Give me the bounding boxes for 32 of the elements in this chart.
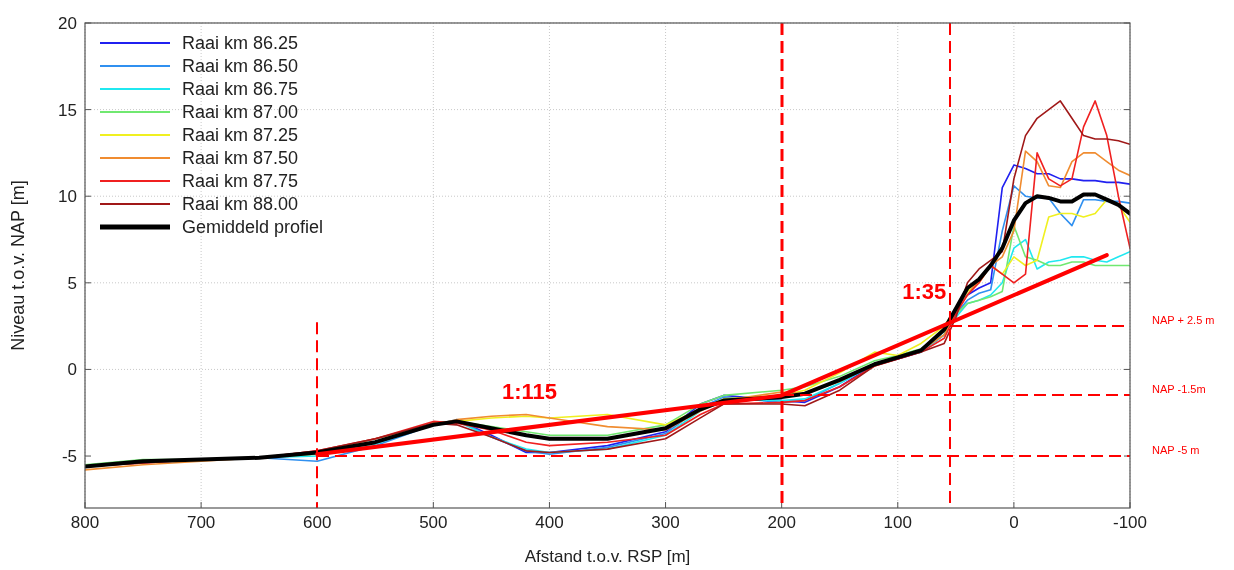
ref-line-label: NAP + 2.5 m [1152, 314, 1215, 327]
legend-label: Raai km 87.75 [182, 171, 299, 192]
legend-label: Raai km 87.50 [182, 148, 299, 169]
annotation: 1:35 [902, 279, 947, 305]
x-tick-label: 100 [883, 513, 912, 532]
y-tick-label: 20 [58, 13, 77, 33]
y-tick-label: 0 [67, 360, 77, 380]
y-tick-label: 10 [58, 187, 77, 207]
y-tick-label: 15 [58, 100, 77, 120]
x-tick-label: -100 [1112, 513, 1148, 532]
x-tick-label: 700 [186, 513, 216, 532]
annotation: 1:115 [501, 378, 557, 404]
legend-label: Raai km 86.75 [182, 79, 299, 100]
legend-label: Raai km 86.25 [182, 33, 299, 54]
x-tick-label: 300 [651, 513, 680, 532]
legend-label: Raai km 87.00 [182, 102, 299, 123]
legend-label: Gemiddeld profiel [182, 217, 324, 238]
legend-label: Raai km 86.50 [182, 56, 299, 77]
x-axis-title: Afstand t.o.v. RSP [m] [524, 547, 691, 566]
ref-line-label: NAP -1.5m [1152, 383, 1206, 396]
x-tick-label: 400 [535, 513, 564, 532]
y-tick-label: 5 [67, 273, 77, 293]
x-tick-label: 600 [303, 513, 332, 532]
y-axis-title: Niveau t.o.v. NAP [m] [8, 180, 28, 351]
x-tick-label: 0 [1009, 513, 1019, 532]
x-tick-label: 500 [419, 513, 448, 532]
legend-label: Raai km 88.00 [182, 194, 299, 215]
ref-line-label: NAP -5 m [1152, 444, 1200, 457]
x-tick-label: 800 [70, 513, 100, 532]
x-tick-label: 200 [767, 513, 796, 532]
y-tick-label: -5 [61, 446, 77, 466]
legend-label: Raai km 87.25 [182, 125, 299, 146]
